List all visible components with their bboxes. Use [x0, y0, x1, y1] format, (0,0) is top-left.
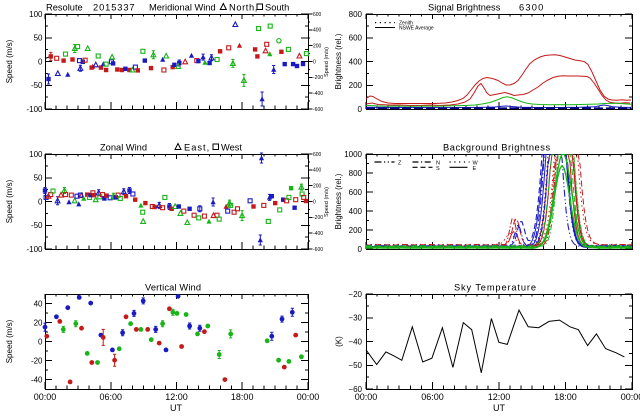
svg-text:0: 0 [38, 197, 43, 206]
svg-text:-600: -600 [313, 107, 323, 113]
svg-text:2015337: 2015337 [93, 3, 136, 13]
svg-text:Brightness (rel.): Brightness (rel.) [334, 33, 343, 89]
svg-text:−40: −40 [348, 337, 362, 346]
svg-text:100: 100 [29, 10, 43, 19]
svg-text:600: 600 [349, 188, 363, 197]
svg-text:0: 0 [38, 57, 43, 66]
svg-text:20: 20 [34, 318, 43, 327]
svg-text:−20: −20 [348, 290, 362, 299]
svg-text:12:00: 12:00 [165, 392, 188, 402]
svg-text:West: West [221, 143, 242, 153]
svg-text:Meridional Wind: Meridional Wind [149, 3, 216, 13]
svg-text:06:00: 06:00 [421, 392, 444, 402]
svg-text:Speed (m/s): Speed (m/s) [324, 187, 330, 217]
svg-text:Vertical Wind: Vertical Wind [145, 283, 201, 293]
svg-text:Signal Brightness: Signal Brightness [428, 3, 501, 13]
svg-text:6300: 6300 [519, 3, 544, 13]
svg-text:Background Brightness: Background Brightness [443, 143, 551, 153]
svg-text:50: 50 [34, 34, 43, 43]
svg-text:Speed (m/s): Speed (m/s) [5, 319, 14, 363]
svg-text:-100: -100 [26, 245, 43, 254]
svg-text:S: S [436, 166, 440, 172]
svg-text:-200: -200 [313, 75, 323, 81]
svg-text:−60: −60 [348, 385, 362, 394]
svg-text:0: 0 [38, 337, 43, 346]
svg-text:North,: North, [229, 3, 258, 13]
svg-text:200: 200 [313, 44, 322, 50]
svg-text:E: E [473, 166, 477, 172]
svg-text:South: South [265, 3, 289, 13]
svg-text:18:00: 18:00 [554, 392, 577, 402]
svg-text:(K): (K) [335, 336, 344, 347]
svg-text:Speed (m/s): Speed (m/s) [324, 47, 330, 77]
svg-text:W: W [473, 161, 479, 167]
svg-text:600: 600 [349, 34, 363, 43]
svg-text:00:00: 00:00 [355, 392, 378, 402]
svg-text:-40: -40 [31, 375, 43, 384]
svg-text:00:00: 00:00 [621, 392, 640, 402]
svg-text:18:00: 18:00 [231, 392, 254, 402]
svg-text:600: 600 [313, 152, 322, 158]
svg-text:-50: -50 [31, 221, 43, 230]
svg-text:400: 400 [349, 207, 363, 216]
svg-text:UT: UT [170, 403, 182, 413]
svg-text:−50: −50 [348, 361, 362, 370]
svg-text:0: 0 [358, 245, 363, 254]
svg-text:-600: -600 [313, 247, 323, 253]
svg-text:200: 200 [313, 184, 322, 190]
svg-text:Brightness (rel.): Brightness (rel.) [334, 173, 343, 229]
svg-text:N: N [436, 161, 440, 167]
svg-text:12:00: 12:00 [488, 392, 511, 402]
svg-text:-400: -400 [313, 91, 323, 97]
svg-text:200: 200 [349, 81, 363, 90]
svg-text:400: 400 [349, 57, 363, 66]
svg-text:East,: East, [184, 143, 210, 153]
svg-text:0: 0 [358, 105, 363, 114]
svg-text:-20: -20 [31, 356, 43, 365]
svg-text:-50: -50 [31, 81, 43, 90]
svg-text:Speed (m/s): Speed (m/s) [5, 39, 14, 83]
svg-text:600: 600 [313, 12, 322, 18]
svg-text:-400: -400 [313, 231, 323, 237]
svg-text:-200: -200 [313, 215, 323, 221]
svg-text:400: 400 [313, 28, 322, 34]
svg-text:UT: UT [493, 403, 505, 413]
svg-text:200: 200 [349, 226, 363, 235]
svg-text:00:00: 00:00 [34, 392, 57, 402]
svg-text:50: 50 [34, 174, 43, 183]
svg-text:40: 40 [34, 299, 43, 308]
svg-text:00:00: 00:00 [297, 392, 320, 402]
svg-text:400: 400 [313, 168, 322, 174]
svg-text:NSWE Average: NSWE Average [399, 26, 434, 32]
svg-text:0: 0 [313, 199, 316, 205]
svg-text:Resolute: Resolute [46, 3, 83, 13]
svg-text:Zenith: Zenith [399, 21, 413, 27]
svg-text:06:00: 06:00 [100, 392, 123, 402]
svg-text:-100: -100 [26, 105, 43, 114]
svg-text:Zonal Wind: Zonal Wind [100, 143, 147, 153]
svg-text:−30: −30 [348, 314, 362, 323]
svg-text:0: 0 [313, 59, 316, 65]
svg-text:Speed (m/s): Speed (m/s) [5, 179, 14, 223]
svg-text:100: 100 [29, 150, 43, 159]
svg-text:800: 800 [349, 169, 363, 178]
svg-text:1000: 1000 [344, 150, 362, 159]
svg-text:800: 800 [349, 10, 363, 19]
svg-text:Sky Temperature: Sky Temperature [454, 283, 537, 293]
svg-text:Z: Z [398, 161, 402, 167]
